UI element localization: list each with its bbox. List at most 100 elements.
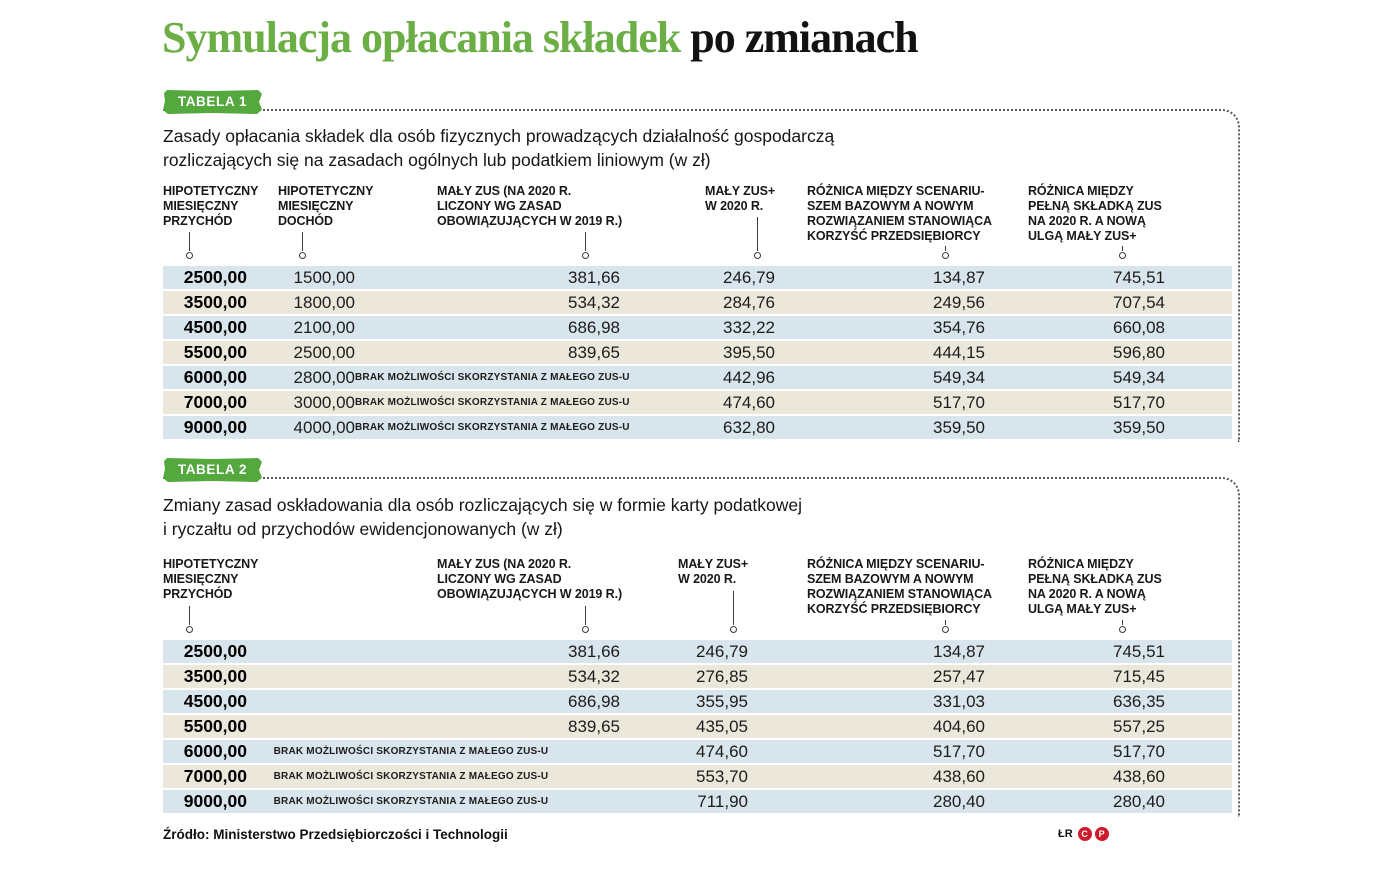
column-header-line: MIESIĘCZNY [163,572,239,586]
table2-column-header-przychod: HIPOTETYCZNY MIESIĘCZNY PRZYCHÓD [163,557,258,602]
table-cell: 442,96 [723,368,775,387]
copyright-p-icon: P [1094,827,1109,841]
table-row: 6000,00 BRAK MOŻLIWOŚCI SKORZYSTANIA Z MA… [163,740,1232,763]
table-cell: 359,50 [1113,418,1165,437]
table-cell: 3500,00 [183,292,247,312]
page-title: Symulacja opłacania składek po zmianach [162,12,919,63]
table-cell: 549,34 [933,368,985,387]
credit-block: ŁR C P [1058,827,1109,841]
column-header-line: LICZONY WG ZASAD [437,572,562,586]
table-cell: 517,70 [933,393,985,412]
table-cell: 474,60 [696,742,748,761]
column-header-line: MIESIĘCZNY [163,199,239,213]
table-cell: 404,60 [933,717,985,736]
table-cell: 6000,00 [183,367,247,387]
table-cell: 707,54 [1113,293,1165,312]
table-cell: BRAK MOŻLIWOŚCI SKORZYSTANIA Z MAŁEGO ZU… [355,372,630,383]
table-cell: 9000,00 [183,417,247,437]
column-pointer-dot [582,626,589,633]
table-cell: 534,32 [568,667,620,686]
table-cell: BRAK MOŻLIWOŚCI SKORZYSTANIA Z MAŁEGO ZU… [355,397,630,408]
table1-body: 2500,00 1500,00 381,66 246,79 134,87 745,51 35… [163,266,1232,441]
table-cell: 395,50 [723,343,775,362]
table-cell: 435,05 [696,717,748,736]
column-header-line: OBOWIĄZUJĄCYCH W 2019 R.) [437,214,623,228]
table-cell: 517,70 [1113,742,1165,761]
column-pointer-line [1122,246,1123,251]
table-row: 6000,00 2800,00 BRAK MOŻLIWOŚCI SKORZYSTAN… [163,366,1232,389]
table-cell: 686,98 [568,318,620,337]
table-cell: 438,60 [933,767,985,786]
table-row: 9000,00 BRAK MOŻLIWOŚCI SKORZYSTANIA Z MA… [163,790,1232,813]
column-pointer-line [189,232,190,251]
table-cell: BRAK MOŻLIWOŚCI SKORZYSTANIA Z MAŁEGO ZU… [273,796,549,807]
table-cell: 3000,00 [293,393,355,412]
column-header-line: RÓŻNICA MIĘDZY [1028,184,1134,198]
source-note: Źródło: Ministerstwo Przedsiębiorczości … [163,827,508,842]
column-pointer-dot [942,252,949,259]
copyright-c-icon: C [1077,827,1092,841]
column-header-line: RÓŻNICA MIĘDZY SCENARIU- [807,557,985,571]
table-cell: 660,08 [1113,318,1165,337]
column-header-line: PEŁNĄ SKŁADKĄ ZUS [1028,199,1162,213]
table-cell: 553,70 [696,767,748,786]
table-cell: 3500,00 [183,666,247,686]
column-header-line: MAŁY ZUS (NA 2020 R. [437,184,572,198]
table-cell: 280,40 [1113,792,1165,811]
column-header-line: ROZWIĄZANIEM STANOWIĄCA [807,214,992,228]
table-cell: 5500,00 [183,716,247,736]
table-cell: 246,79 [696,642,748,661]
column-header-line: ROZWIĄZANIEM STANOWIĄCA [807,587,992,601]
table-cell: 257,47 [933,667,985,686]
table-cell: 715,45 [1113,667,1165,686]
column-header-line: KORZYŚĆ PRZEDSIĘBIORCY [807,229,981,243]
column-pointer-dot [1119,252,1126,259]
column-pointer-line [189,606,190,625]
column-header-line: RÓŻNICA MIĘDZY SCENARIU- [807,184,985,198]
table-row: 3500,00 1800,00 534,32 284,76 249,56 707,54 [163,291,1232,314]
table-cell: 4500,00 [183,691,247,711]
table-cell: 557,25 [1113,717,1165,736]
column-pointer-dot [582,252,589,259]
column-pointer-dot [186,626,193,633]
table-cell: 517,70 [1113,393,1165,412]
column-header-line: KORZYŚĆ PRZEDSIĘBIORCY [807,602,981,616]
column-header-line: SZEM BAZOWYM A NOWYM [807,199,974,213]
column-header-line: DOCHÓD [278,214,333,228]
table-cell: 444,15 [933,343,985,362]
table-cell: 711,90 [697,792,748,811]
table-cell: 2500,00 [183,641,247,661]
table-cell: 7000,00 [183,392,247,412]
table-cell: 9000,00 [183,791,247,811]
column-header-line: MAŁY ZUS+ [705,184,776,198]
column-header-line: W 2020 R. [705,199,764,213]
table-row: 7000,00 BRAK MOŻLIWOŚCI SKORZYSTANIA Z MA… [163,765,1232,788]
column-pointer-dot [754,252,761,259]
table-cell: 7000,00 [183,766,247,786]
table-cell: 636,35 [1113,692,1165,711]
column-header-line: HIPOTETYCZNY [278,184,374,198]
table2-column-header-roznica-scenariusze: RÓŻNICA MIĘDZY SCENARIU- SZEM BAZOWYM A N… [807,557,992,617]
table1-panel-border [163,109,1240,442]
table-cell: 4000,00 [293,418,355,437]
column-pointer-line [757,217,758,251]
author-initials: ŁR [1058,828,1073,840]
table-cell: 359,50 [933,418,985,437]
column-header-line: MIESIĘCZNY [278,199,354,213]
column-header-line: LICZONY WG ZASAD [437,199,562,213]
column-header-line: NA 2020 R. A NOWĄ [1028,587,1146,601]
table-cell: 596,80 [1113,343,1165,362]
column-header-line: HIPOTETYCZNY [163,557,259,571]
column-pointer-line [945,620,946,625]
column-header-line: PRZYCHÓD [163,587,233,601]
column-pointer-line [733,591,734,625]
column-header-line: ULGĄ MAŁY ZUS+ [1028,602,1137,616]
column-header-line: PRZYCHÓD [163,214,233,228]
column-header-line: ULGĄ MAŁY ZUS+ [1028,229,1137,243]
column-pointer-dot [730,626,737,633]
table-cell: 354,76 [933,318,985,337]
table-row: 2500,00 1500,00 381,66 246,79 134,87 745,51 [163,266,1232,289]
table-cell: 2500,00 [183,267,247,287]
table-cell: 839,65 [568,343,620,362]
column-pointer-dot [942,626,949,633]
